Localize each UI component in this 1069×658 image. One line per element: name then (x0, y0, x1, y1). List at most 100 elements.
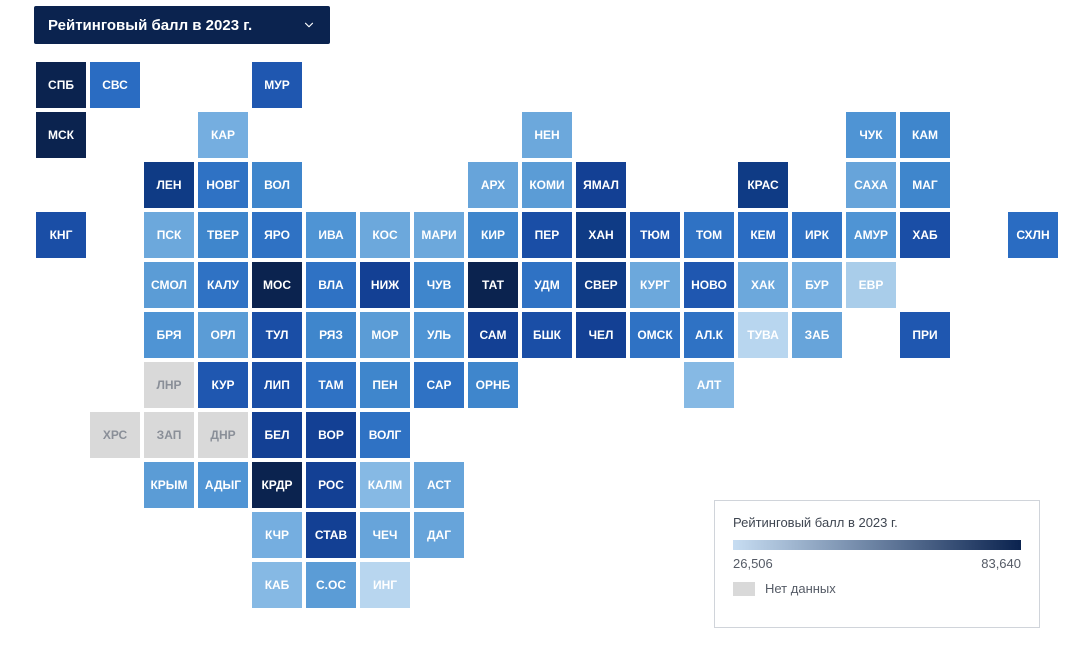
region-cell[interactable]: НОВГ (196, 160, 250, 210)
region-cell[interactable]: ПСК (142, 210, 196, 260)
region-cell[interactable]: САХА (844, 160, 898, 210)
region-cell[interactable]: КОМИ (520, 160, 574, 210)
region-cell[interactable]: МУР (250, 60, 304, 110)
region-cell[interactable]: КАЛМ (358, 460, 412, 510)
region-cell[interactable]: ОМСК (628, 310, 682, 360)
region-cell[interactable]: МОС (250, 260, 304, 310)
region-cell[interactable]: БШК (520, 310, 574, 360)
region-cell[interactable]: ХАК (736, 260, 790, 310)
region-cell[interactable]: МАРИ (412, 210, 466, 260)
legend-range: 26,506 83,640 (733, 556, 1021, 571)
region-cell[interactable]: ИНГ (358, 560, 412, 610)
region-cell[interactable]: РЯЗ (304, 310, 358, 360)
region-cell[interactable]: КОС (358, 210, 412, 260)
region-cell[interactable]: С.ОС (304, 560, 358, 610)
region-cell[interactable]: БЕЛ (250, 410, 304, 460)
legend-gradient (733, 540, 1021, 550)
region-cell[interactable]: САМ (466, 310, 520, 360)
region-cell[interactable]: ПЕР (520, 210, 574, 260)
region-cell[interactable]: КРАС (736, 160, 790, 210)
region-cell[interactable]: ТУЛ (250, 310, 304, 360)
region-cell[interactable]: ЗАП (142, 410, 196, 460)
region-cell[interactable]: УЛЬ (412, 310, 466, 360)
region-cell[interactable]: КЧР (250, 510, 304, 560)
region-cell[interactable]: ПРИ (898, 310, 952, 360)
region-cell[interactable]: ДАГ (412, 510, 466, 560)
region-cell[interactable]: КАМ (898, 110, 952, 160)
region-cell[interactable]: ВОЛ (250, 160, 304, 210)
region-cell[interactable]: НЕН (520, 110, 574, 160)
region-cell[interactable]: ПЕН (358, 360, 412, 410)
region-cell[interactable]: НИЖ (358, 260, 412, 310)
region-cell[interactable]: ТУВА (736, 310, 790, 360)
region-cell[interactable]: ЗАБ (790, 310, 844, 360)
region-cell[interactable]: АМУР (844, 210, 898, 260)
region-cell[interactable]: ЯМАЛ (574, 160, 628, 210)
region-cell[interactable]: ЧЕЧ (358, 510, 412, 560)
region-cell[interactable]: КУРГ (628, 260, 682, 310)
region-cell[interactable]: СТАВ (304, 510, 358, 560)
region-cell[interactable]: РОС (304, 460, 358, 510)
region-cell[interactable]: ОРЛ (196, 310, 250, 360)
region-cell[interactable]: ЛЕН (142, 160, 196, 210)
region-cell[interactable]: ВОР (304, 410, 358, 460)
region-cell[interactable]: НОВО (682, 260, 736, 310)
region-cell[interactable]: ОРНБ (466, 360, 520, 410)
region-cell[interactable]: ВОЛГ (358, 410, 412, 460)
region-cell[interactable]: САР (412, 360, 466, 410)
legend-nodata: Нет данных (733, 581, 1021, 596)
region-cell[interactable]: ЧУВ (412, 260, 466, 310)
region-cell[interactable]: КАР (196, 110, 250, 160)
dropdown-label: Рейтинговый балл в 2023 г. (48, 17, 252, 34)
region-cell[interactable]: АСТ (412, 460, 466, 510)
region-cell[interactable]: ТЮМ (628, 210, 682, 260)
nodata-swatch (733, 582, 755, 596)
region-cell[interactable]: ТВЕР (196, 210, 250, 260)
region-cell[interactable]: МОР (358, 310, 412, 360)
region-cell[interactable]: ЧУК (844, 110, 898, 160)
region-cell[interactable]: ИРК (790, 210, 844, 260)
region-cell[interactable]: ИВА (304, 210, 358, 260)
region-cell[interactable]: МСК (34, 110, 88, 160)
region-cell[interactable]: КАБ (250, 560, 304, 610)
region-cell[interactable]: ХАБ (898, 210, 952, 260)
region-cell[interactable]: СВЕР (574, 260, 628, 310)
region-cell[interactable]: ЕВР (844, 260, 898, 310)
region-cell[interactable]: КЕМ (736, 210, 790, 260)
metric-dropdown[interactable]: Рейтинговый балл в 2023 г. (34, 6, 330, 44)
region-cell[interactable]: АЛ.К (682, 310, 736, 360)
region-cell[interactable]: МАГ (898, 160, 952, 210)
region-cell[interactable]: КРДР (250, 460, 304, 510)
region-cell[interactable]: СВС (88, 60, 142, 110)
region-cell[interactable]: ХРС (88, 410, 142, 460)
region-cell[interactable]: ЛНР (142, 360, 196, 410)
region-cell[interactable]: КРЫМ (142, 460, 196, 510)
region-cell[interactable]: КНГ (34, 210, 88, 260)
legend-title: Рейтинговый балл в 2023 г. (733, 515, 1021, 530)
legend-min: 26,506 (733, 556, 773, 571)
region-cell[interactable]: БУР (790, 260, 844, 310)
region-cell[interactable]: ВЛА (304, 260, 358, 310)
legend-nodata-label: Нет данных (765, 581, 836, 596)
region-cell[interactable]: ЯРО (250, 210, 304, 260)
region-cell[interactable]: АДЫГ (196, 460, 250, 510)
region-cell[interactable]: КУР (196, 360, 250, 410)
region-cell[interactable]: КАЛУ (196, 260, 250, 310)
region-cell[interactable]: СХЛН (1006, 210, 1060, 260)
region-cell[interactable]: СПБ (34, 60, 88, 110)
region-cell[interactable]: ЛИП (250, 360, 304, 410)
region-cell[interactable]: АЛТ (682, 360, 736, 410)
region-cell[interactable]: ТАМ (304, 360, 358, 410)
chevron-down-icon (302, 18, 316, 32)
region-cell[interactable]: УДМ (520, 260, 574, 310)
region-cell[interactable]: ТОМ (682, 210, 736, 260)
region-cell[interactable]: ЧЕЛ (574, 310, 628, 360)
region-cell[interactable]: ХАН (574, 210, 628, 260)
region-cell[interactable]: КИР (466, 210, 520, 260)
region-cell[interactable]: ТАТ (466, 260, 520, 310)
region-cell[interactable]: СМОЛ (142, 260, 196, 310)
region-cell[interactable]: ДНР (196, 410, 250, 460)
region-cell[interactable]: БРЯ (142, 310, 196, 360)
page-root: Рейтинговый балл в 2023 г. СПБСВС МУР МСК К… (0, 0, 1069, 658)
region-cell[interactable]: АРХ (466, 160, 520, 210)
